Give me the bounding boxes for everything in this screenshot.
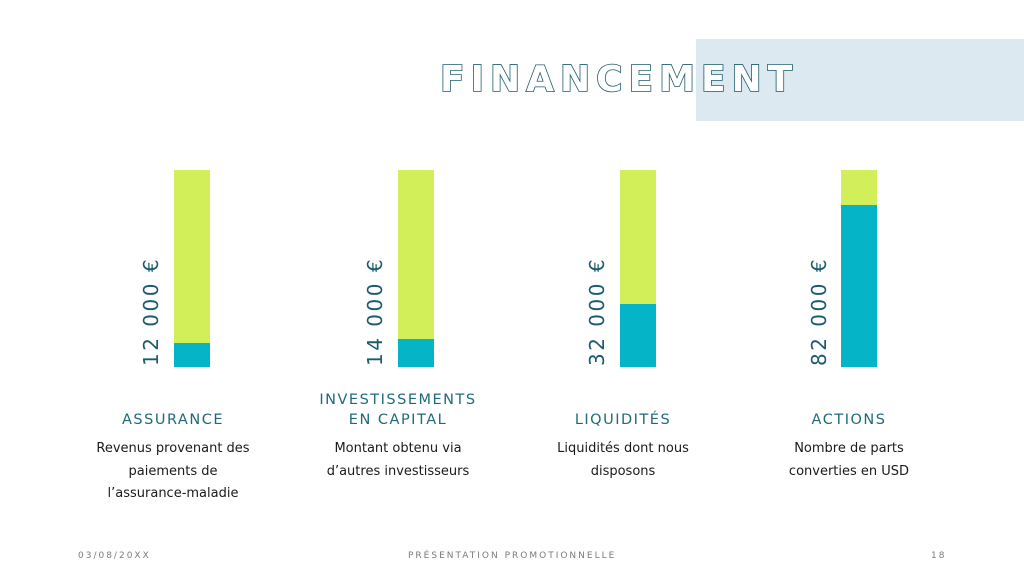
description-liquidites: Liquidités dont nous disposons	[557, 441, 689, 479]
description-investissements-en-capital: Montant obtenu via d’autres investisseurs	[326, 441, 470, 479]
bar-track-assurance	[174, 170, 210, 367]
category-label-investissements-en-capital: INVESTISSEMENTS EN CAPITAL	[319, 392, 477, 428]
bar-investissements-en-capital	[398, 339, 434, 367]
description-assurance: Revenus provenant des paiements de l’assur…	[96, 441, 250, 501]
value-label-actions: 82 000 €	[807, 256, 831, 366]
footer-page-number: 18	[931, 551, 947, 561]
value-label-liquidites: 32 000 €	[585, 256, 609, 366]
bar-assurance	[174, 343, 210, 367]
value-label-assurance: 12 000 €	[139, 256, 163, 366]
title-accent-rect	[696, 39, 1024, 121]
footer-presentation-title: PRÉSENTATION PROMOTIONNELLE	[408, 551, 617, 561]
bar-track-actions	[841, 170, 877, 367]
slide-title: FINANCEMENT	[439, 58, 799, 101]
value-label-investissements-en-capital: 14 000 €	[363, 256, 387, 366]
description-actions: Nombre de parts converties en USD	[788, 441, 910, 479]
category-label-assurance: ASSURANCE	[122, 412, 224, 428]
category-label-actions: ACTIONS	[811, 412, 887, 428]
bar-track-investissements-en-capital	[398, 170, 434, 367]
bar-liquidites	[620, 303, 656, 367]
category-label-liquidites: LIQUIDITÉS	[574, 412, 672, 428]
footer-date: 03/08/20XX	[78, 551, 151, 561]
bar-track-liquidites	[620, 170, 656, 367]
bar-actions	[841, 205, 877, 367]
